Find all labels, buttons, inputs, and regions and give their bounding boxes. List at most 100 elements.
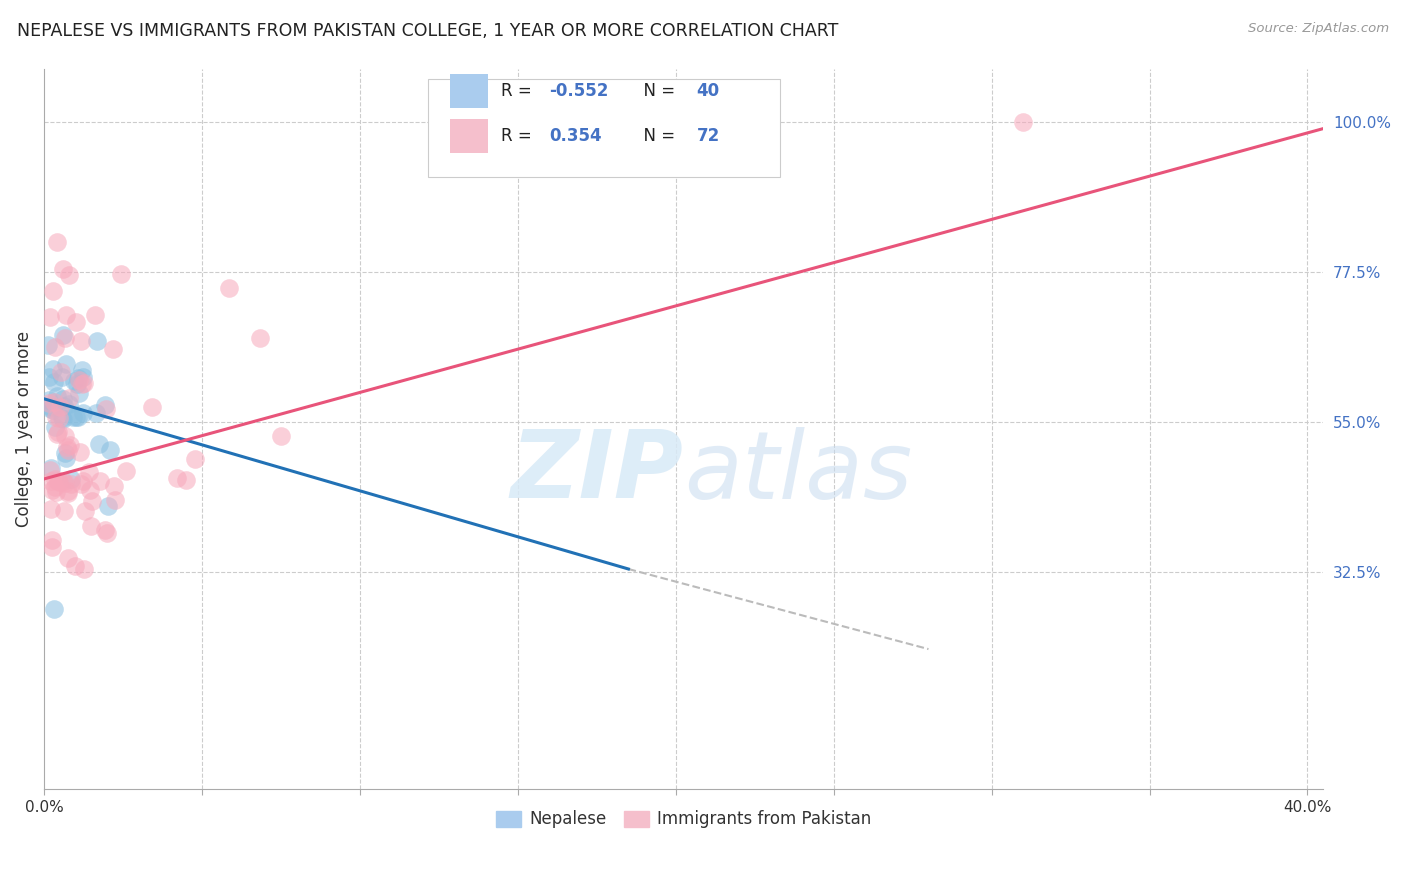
Point <box>42 394 65 409</box>
FancyBboxPatch shape <box>450 119 488 153</box>
Point <box>166 470 188 484</box>
Point <box>70 377 93 392</box>
Point <box>41 541 63 555</box>
Point <box>73 562 96 576</box>
Text: 72: 72 <box>696 127 720 145</box>
Point <box>73 376 96 390</box>
Point <box>58 268 80 283</box>
Point <box>44 480 66 494</box>
Point <box>63 559 86 574</box>
Point <box>86 334 108 348</box>
Point <box>44 341 66 355</box>
Point <box>37 338 59 352</box>
Point <box>58 485 80 500</box>
Point <box>87 437 110 451</box>
Point <box>38 310 60 324</box>
Point <box>62 410 84 425</box>
Point <box>39 502 62 516</box>
Point <box>51 369 73 384</box>
Point <box>62 374 84 388</box>
Point <box>66 376 89 391</box>
Point <box>53 429 76 443</box>
Point <box>51 411 73 425</box>
Point <box>103 479 125 493</box>
Point <box>69 477 91 491</box>
Point <box>96 402 118 417</box>
Point <box>67 385 90 400</box>
Point <box>72 474 94 488</box>
Point <box>56 442 79 457</box>
Point <box>44 472 66 486</box>
Point <box>114 464 136 478</box>
Point <box>72 406 94 420</box>
Point <box>65 315 87 329</box>
Point <box>97 499 120 513</box>
Point <box>59 477 82 491</box>
Point <box>42 403 65 417</box>
Point <box>41 461 63 475</box>
FancyBboxPatch shape <box>427 79 780 177</box>
Point <box>55 309 77 323</box>
Point <box>56 440 79 454</box>
Point <box>46 474 69 488</box>
Point <box>49 365 72 379</box>
Text: NEPALESE VS IMMIGRANTS FROM PAKISTAN COLLEGE, 1 YEAR OR MORE CORRELATION CHART: NEPALESE VS IMMIGRANTS FROM PAKISTAN COL… <box>17 22 838 40</box>
Text: 40: 40 <box>696 82 720 100</box>
Point <box>38 393 60 408</box>
Text: atlas: atlas <box>683 426 912 517</box>
Text: R =: R = <box>501 82 537 100</box>
FancyBboxPatch shape <box>450 73 488 108</box>
Point <box>270 429 292 443</box>
Point <box>79 483 101 497</box>
Point <box>44 419 66 434</box>
Point <box>110 267 132 281</box>
Text: Source: ZipAtlas.com: Source: ZipAtlas.com <box>1249 22 1389 36</box>
Point <box>69 445 91 459</box>
Point <box>55 450 77 465</box>
Point <box>42 375 65 389</box>
Point <box>103 342 125 356</box>
Point <box>48 475 70 489</box>
Point <box>42 602 65 616</box>
Text: ZIP: ZIP <box>510 426 683 518</box>
Point <box>53 475 76 490</box>
Point <box>52 328 75 343</box>
Point <box>52 261 75 276</box>
Point <box>39 463 62 477</box>
Point <box>75 504 97 518</box>
Point <box>42 362 65 376</box>
Point <box>83 308 105 322</box>
Point <box>66 410 89 425</box>
Point <box>65 410 87 425</box>
Text: R =: R = <box>501 127 537 145</box>
Point <box>48 410 70 425</box>
Point <box>39 400 62 414</box>
Point <box>100 442 122 457</box>
Point <box>184 451 207 466</box>
Text: -0.552: -0.552 <box>550 82 609 100</box>
Point <box>79 518 101 533</box>
Text: N =: N = <box>633 127 681 145</box>
Point <box>38 396 60 410</box>
Point <box>58 396 80 410</box>
Point <box>45 484 67 499</box>
Point <box>53 446 76 460</box>
Point <box>96 525 118 540</box>
Point <box>249 331 271 345</box>
Point <box>41 533 63 547</box>
Text: 0.354: 0.354 <box>550 127 602 145</box>
Point <box>77 465 100 479</box>
Point <box>66 371 89 385</box>
Point <box>67 373 90 387</box>
Point <box>103 492 125 507</box>
Point <box>45 410 67 425</box>
Point <box>72 369 94 384</box>
Y-axis label: College, 1 year or more: College, 1 year or more <box>15 331 32 527</box>
Point <box>93 523 115 537</box>
Point <box>42 285 65 299</box>
Point <box>52 412 75 426</box>
Point <box>55 331 77 345</box>
Point <box>52 392 75 407</box>
Point <box>49 401 72 415</box>
Point <box>218 280 240 294</box>
